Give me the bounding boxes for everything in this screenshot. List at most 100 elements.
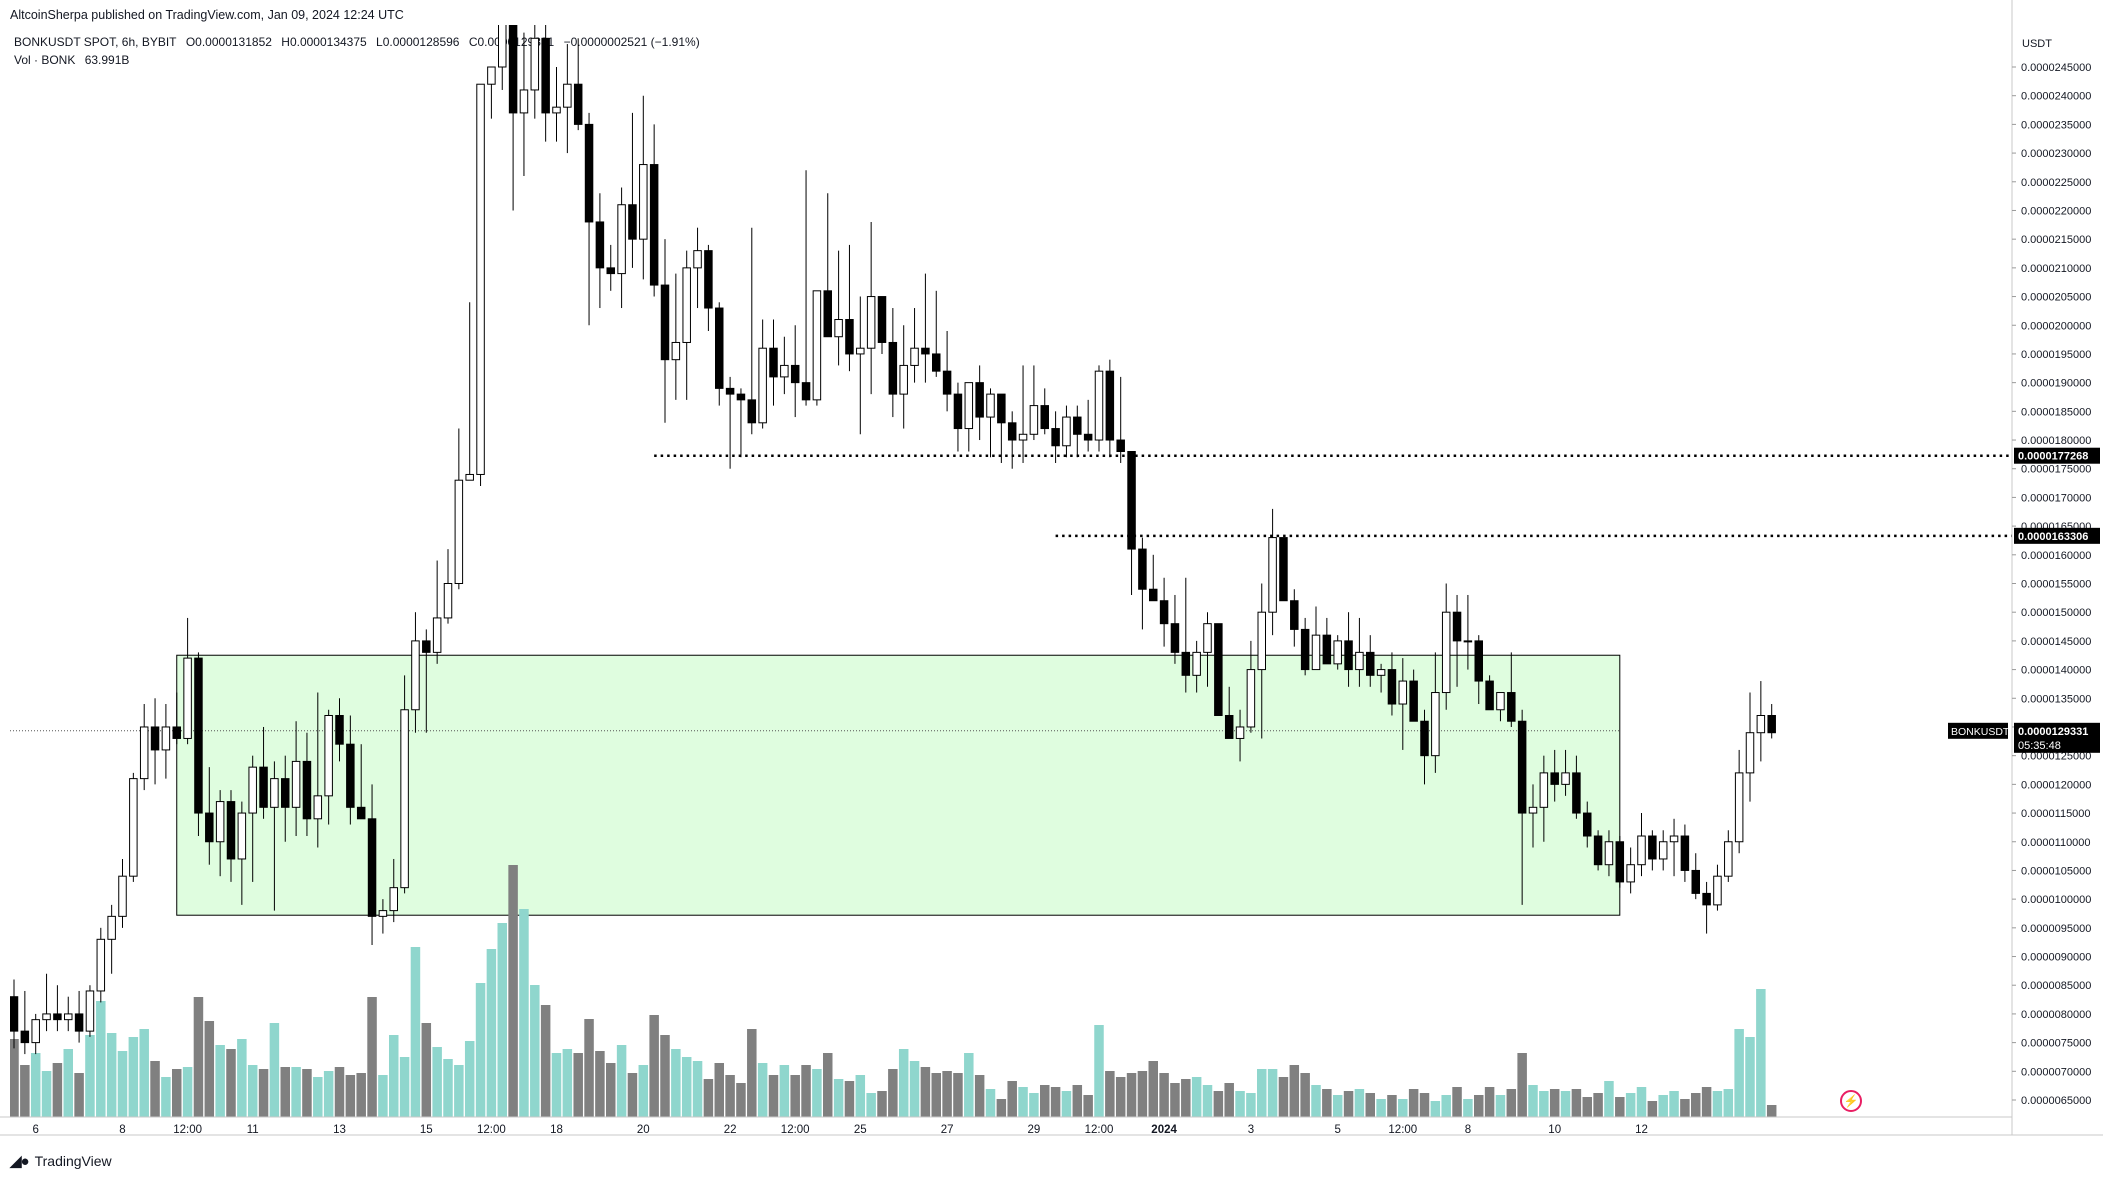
candle-body xyxy=(85,990,95,1032)
candle-body xyxy=(1116,439,1125,453)
price-tick-label: 0.0000065000 xyxy=(2021,1095,2091,1107)
price-tick-label: 0.0000150000 xyxy=(2021,607,2091,619)
candle xyxy=(649,124,659,297)
volume-bar xyxy=(237,1039,247,1117)
tradingview-logo[interactable]: ◢● TradingView xyxy=(10,1152,112,1170)
volume-bar xyxy=(1408,1089,1419,1117)
candle-body xyxy=(628,204,637,240)
volume-bar xyxy=(616,1045,627,1117)
candle xyxy=(1615,836,1625,888)
time-tick-label: 8 xyxy=(1465,1124,1471,1136)
candle xyxy=(736,388,746,458)
candle-body xyxy=(454,479,464,585)
volume-bar xyxy=(1528,1085,1538,1117)
candle-body xyxy=(1517,720,1527,814)
candle xyxy=(921,273,930,383)
candle-body xyxy=(595,221,605,269)
candle-body xyxy=(215,801,225,843)
candle xyxy=(866,221,876,395)
candle xyxy=(226,790,236,882)
volume-bar xyxy=(1257,1069,1267,1117)
candle xyxy=(1149,554,1158,602)
volume-bar xyxy=(1582,1097,1592,1117)
candle xyxy=(834,250,843,366)
candle-body xyxy=(704,250,713,309)
time-tick-label: 12:00 xyxy=(477,1124,506,1136)
time-tick-label: 20 xyxy=(637,1124,650,1136)
candle-body xyxy=(291,760,301,808)
volume-bar xyxy=(1517,1053,1527,1117)
candle-body xyxy=(1398,680,1408,705)
volume-bar xyxy=(486,949,497,1117)
candle xyxy=(975,365,984,441)
volume-bar xyxy=(1398,1099,1408,1117)
candle-body xyxy=(1626,864,1635,883)
candle xyxy=(96,927,106,1003)
volume-bar xyxy=(345,1075,356,1117)
candle-body xyxy=(1300,628,1310,671)
candle-body xyxy=(801,382,811,401)
volume-bar xyxy=(638,1065,649,1117)
candle-body xyxy=(367,818,377,917)
candle xyxy=(324,709,333,825)
volume-bar xyxy=(985,1089,996,1117)
volume-bar xyxy=(519,909,529,1117)
flash-icon[interactable]: ⚡ xyxy=(1840,1090,1862,1112)
candle-body xyxy=(975,382,984,418)
candle xyxy=(42,973,51,1032)
candle xyxy=(1290,589,1299,647)
candle-body xyxy=(1637,835,1646,866)
volume-bar xyxy=(226,1049,236,1117)
candle xyxy=(1083,399,1093,452)
volume-bar xyxy=(1604,1081,1614,1117)
candle xyxy=(313,692,323,848)
volume-bar xyxy=(399,1057,410,1117)
volume-bar xyxy=(421,1023,432,1117)
volume-bar xyxy=(280,1067,290,1117)
candle xyxy=(790,325,800,418)
candle-body xyxy=(1431,692,1440,757)
candle-body xyxy=(400,709,409,889)
candle xyxy=(1485,675,1494,711)
time-tick-label: 25 xyxy=(854,1124,867,1136)
candle-body xyxy=(986,393,995,418)
volume-bar xyxy=(1658,1095,1668,1117)
volume-bar xyxy=(942,1071,952,1117)
candle xyxy=(1452,594,1462,687)
volume-bar xyxy=(898,1049,909,1117)
candle-body xyxy=(573,83,583,125)
volume-bar xyxy=(1235,1091,1245,1117)
volume-bar xyxy=(627,1073,638,1117)
candle xyxy=(1398,658,1408,750)
candle-body xyxy=(1159,600,1169,625)
price-tick-label: 0.0000245000 xyxy=(2021,62,2091,74)
ohlc-change: −0.0000002521 (−1.91%) xyxy=(563,35,700,49)
candle-body xyxy=(1149,588,1158,602)
volume-bar xyxy=(497,923,507,1117)
volume-bar xyxy=(1191,1077,1202,1117)
volume-bar xyxy=(1734,1029,1744,1117)
candle-body xyxy=(715,307,724,389)
time-tick-label: 29 xyxy=(1028,1124,1041,1136)
candle-body xyxy=(1496,692,1505,711)
candle-body xyxy=(1181,651,1191,676)
volume-bar xyxy=(30,1053,41,1117)
candle xyxy=(411,612,420,733)
candle-body xyxy=(335,714,344,745)
candle-body xyxy=(1507,692,1516,722)
candle xyxy=(1734,749,1744,854)
price-tick-label: 0.0000145000 xyxy=(2021,636,2091,648)
price-tick-label: 0.0000080000 xyxy=(2021,1009,2091,1021)
volume-bar xyxy=(1745,1037,1755,1117)
symbol-name[interactable]: BONKUSDT SPOT, 6h, BYBIT xyxy=(14,35,177,49)
price-tick-label: 0.0000210000 xyxy=(2021,263,2091,275)
candle xyxy=(932,290,941,377)
price-tick-label: 0.0000180000 xyxy=(2021,435,2091,447)
volume-bar xyxy=(1419,1093,1430,1117)
candle xyxy=(1051,411,1060,463)
candle-body xyxy=(1474,640,1483,682)
volume-label[interactable]: Vol · BONK xyxy=(14,53,76,67)
candle xyxy=(1116,376,1125,463)
candle xyxy=(498,25,507,90)
